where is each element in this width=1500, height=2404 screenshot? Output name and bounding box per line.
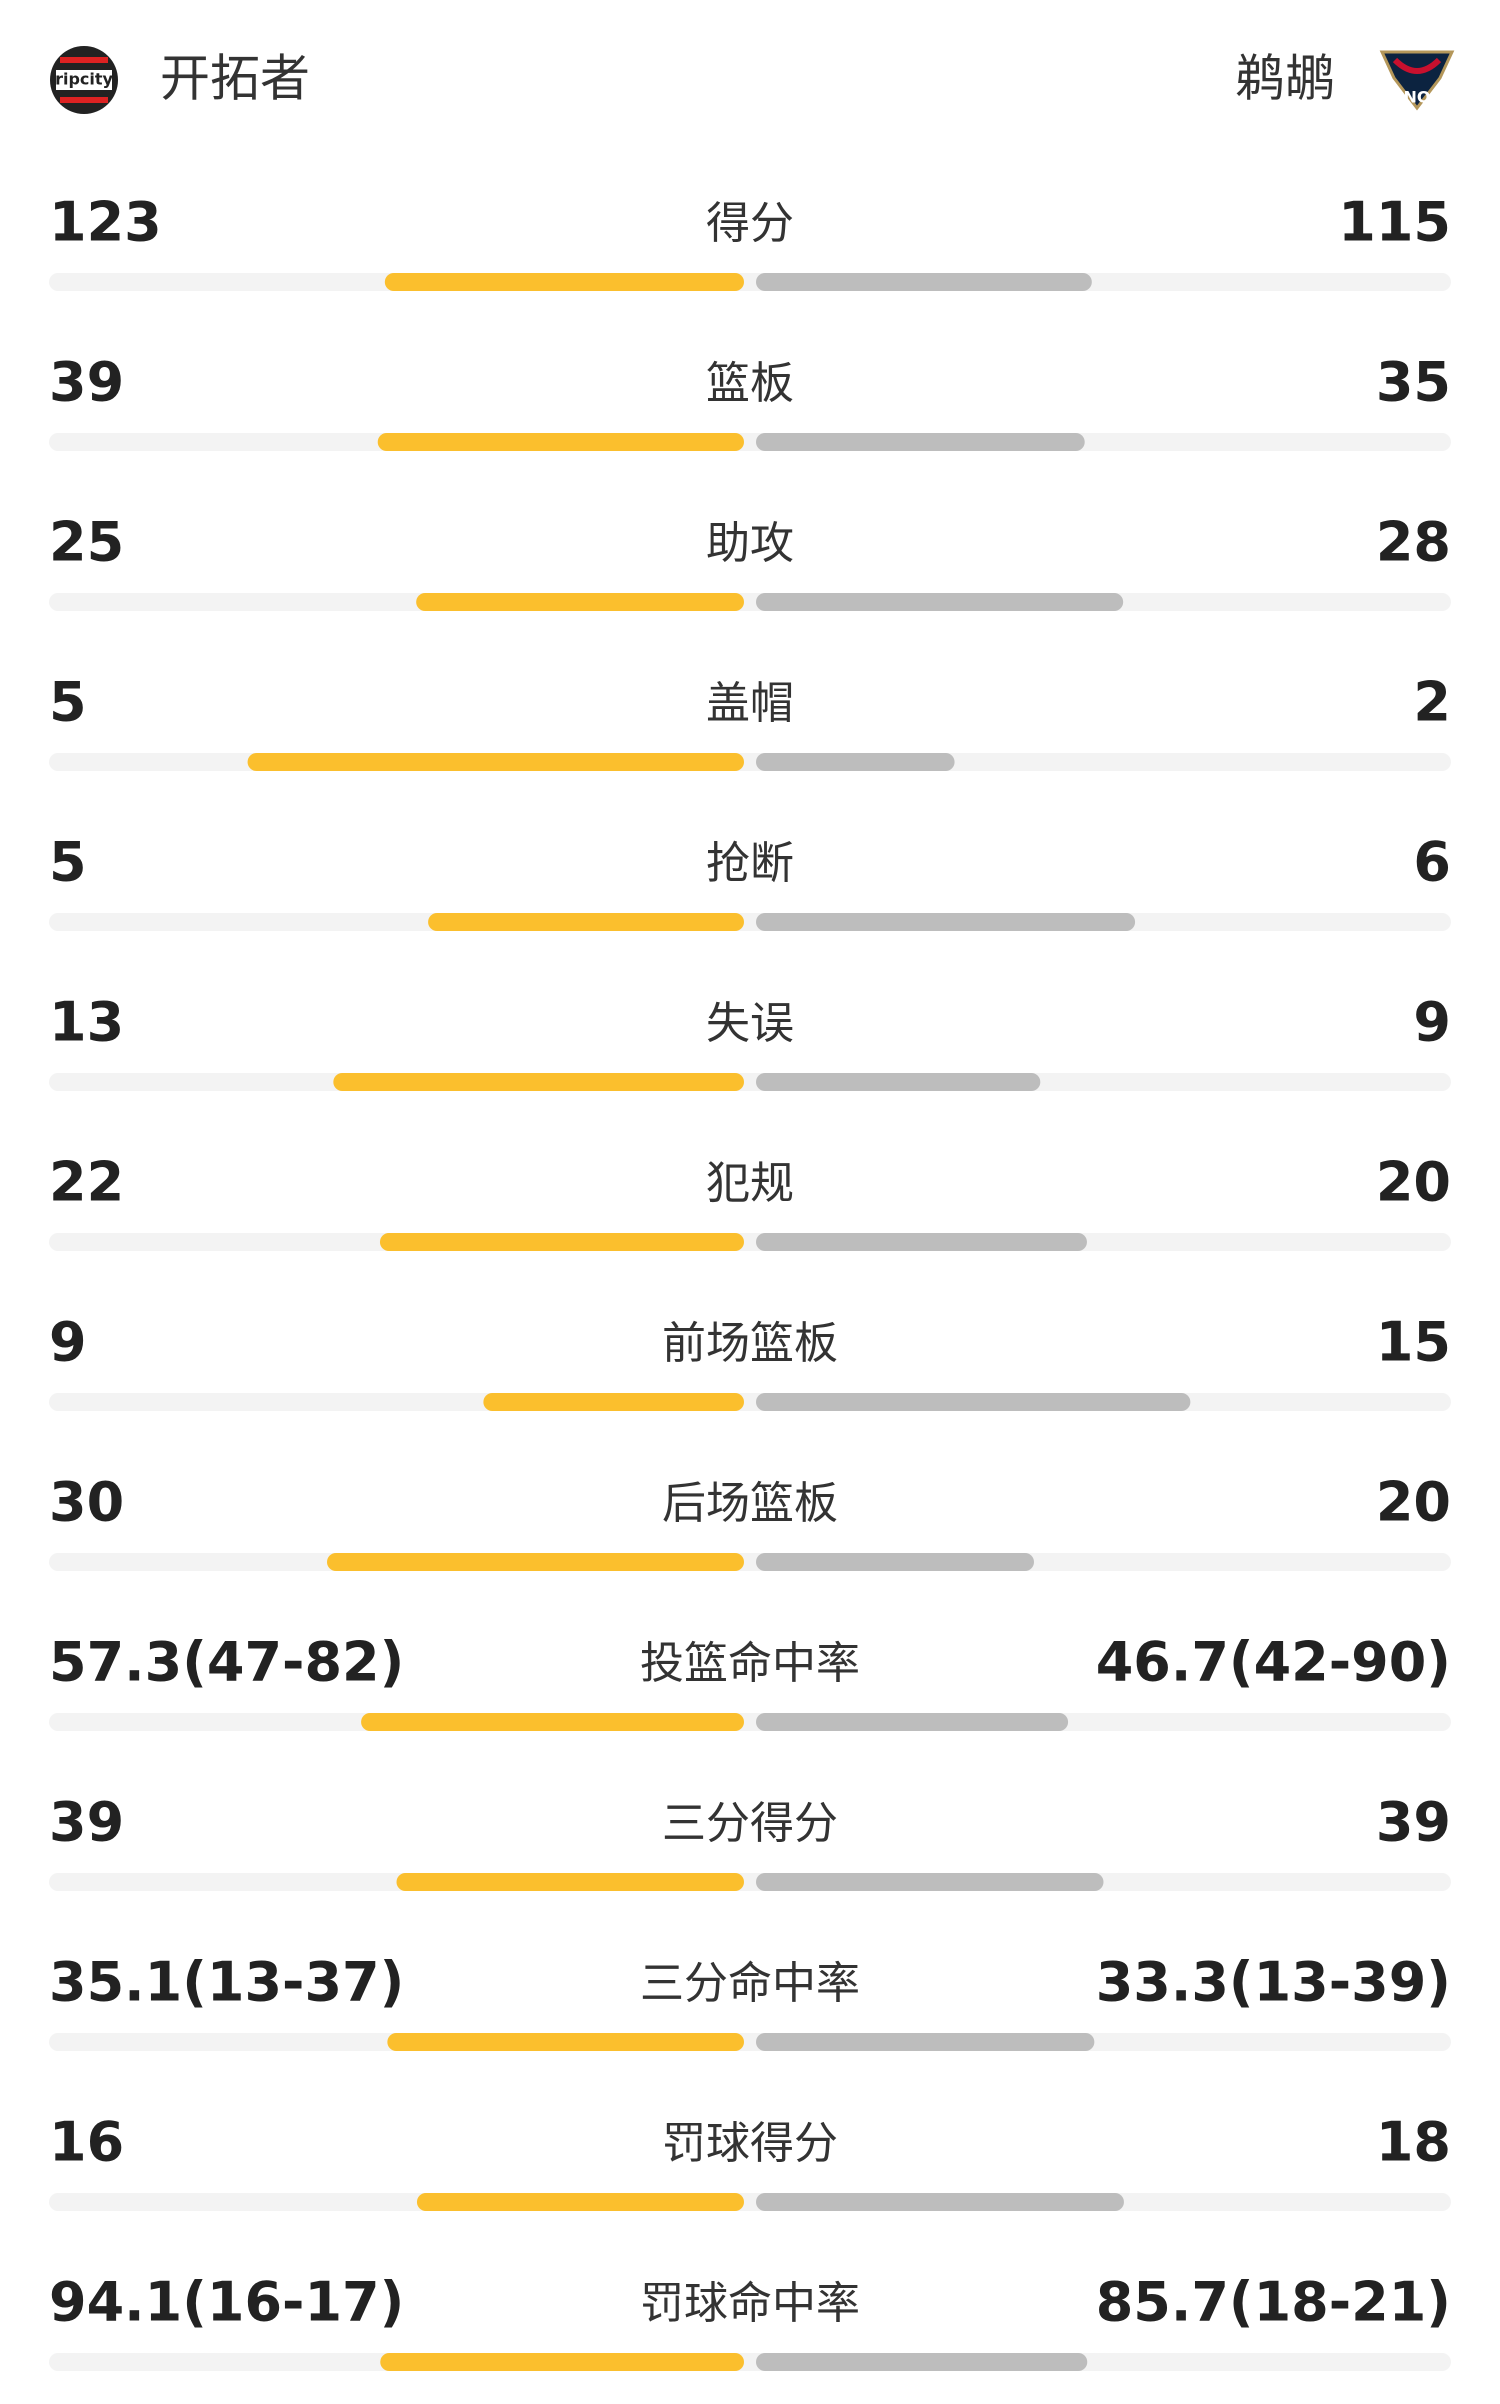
away-value: 33.3(13-39) [1096,1951,1451,2014]
stat-name: 失误 [706,998,794,1049]
away-value: 20 [1376,1151,1451,1214]
away-value: 18 [1376,2111,1451,2174]
stat-name: 得分 [706,198,794,249]
home-value: 94.1(16-17) [49,2271,404,2334]
bar-track [49,1873,1451,1891]
home-value: 123 [49,191,162,254]
bar-track [49,1553,1451,1571]
away-value: 20 [1376,1471,1451,1534]
bar-track [49,1073,1451,1091]
home-bar [428,913,744,931]
away-bar [756,2033,1095,2051]
home-value: 39 [49,351,124,414]
svg-text:ripcity: ripcity [55,70,113,89]
home-bar [377,433,744,451]
home-bar [361,1713,744,1731]
home-team-name: 开拓者 [160,50,310,108]
bar-track [49,2193,1451,2211]
stat-name: 篮板 [706,358,794,409]
away-bar [756,1393,1191,1411]
away-bar [756,2193,1124,2211]
away-bar [756,2353,1088,2371]
home-bar [333,1073,744,1091]
away-value: 35 [1376,351,1451,414]
home-bar [380,2353,744,2371]
away-logo: NO [1379,50,1455,111]
away-bar [756,593,1124,611]
home-value: 5 [49,831,87,894]
away-team-name: 鹈鹕 [1235,50,1335,108]
home-value: 13 [49,991,124,1054]
away-value: 46.7(42-90) [1096,1631,1451,1694]
stat-name: 抢断 [706,838,794,889]
home-logo: ripcity [50,46,118,114]
away-value: 15 [1376,1311,1451,1374]
stat-name: 罚球命中率 [640,2278,860,2329]
home-value: 35.1(13-37) [49,1951,404,2014]
home-bar [483,1393,744,1411]
home-bar [384,273,744,291]
home-bar [416,2193,744,2211]
away-bar [756,273,1092,291]
stat-name: 助攻 [706,518,794,569]
away-value: 85.7(18-21) [1096,2271,1451,2334]
away-value: 39 [1376,1791,1451,1854]
home-bar [247,753,745,771]
home-value: 5 [49,671,87,734]
away-value: 9 [1413,991,1451,1054]
home-value: 22 [49,1151,124,1214]
home-value: 57.3(47-82) [49,1631,404,1694]
bar-track [49,2033,1451,2051]
stat-name: 盖帽 [706,678,794,729]
away-bar [756,753,955,771]
away-bar [756,433,1085,451]
home-value: 25 [49,511,124,574]
home-value: 9 [49,1311,87,1374]
home-bar [379,1233,744,1251]
home-bar [387,2033,744,2051]
home-bar [396,1873,744,1891]
away-bar [756,1553,1034,1571]
bar-track [49,913,1451,931]
bar-track [49,1713,1451,1731]
away-bar [756,1233,1087,1251]
bar-track [49,593,1451,611]
bar-track [49,273,1451,291]
home-value: 39 [49,1791,124,1854]
home-value: 30 [49,1471,124,1534]
svg-text:NO: NO [1404,88,1431,107]
away-bar [756,1713,1069,1731]
home-value: 16 [49,2111,124,2174]
stat-name: 三分命中率 [640,1958,860,2009]
away-value: 115 [1338,191,1451,254]
stat-name: 投篮命中率 [640,1638,860,1689]
away-bar [756,1073,1041,1091]
away-value: 2 [1413,671,1451,734]
away-bar [756,1873,1104,1891]
away-value: 6 [1413,831,1451,894]
bar-track [49,433,1451,451]
home-bar [327,1553,744,1571]
home-bar [416,593,744,611]
away-bar [756,913,1136,931]
stat-name: 前场篮板 [662,1318,838,1369]
stat-name: 罚球得分 [662,2118,838,2169]
bar-track [49,1233,1451,1251]
stat-name: 后场篮板 [662,1478,838,1529]
bar-track [49,1393,1451,1411]
away-value: 28 [1376,511,1451,574]
stat-name: 犯规 [706,1158,794,1209]
stat-name: 三分得分 [662,1798,838,1849]
bar-track [49,2353,1451,2371]
